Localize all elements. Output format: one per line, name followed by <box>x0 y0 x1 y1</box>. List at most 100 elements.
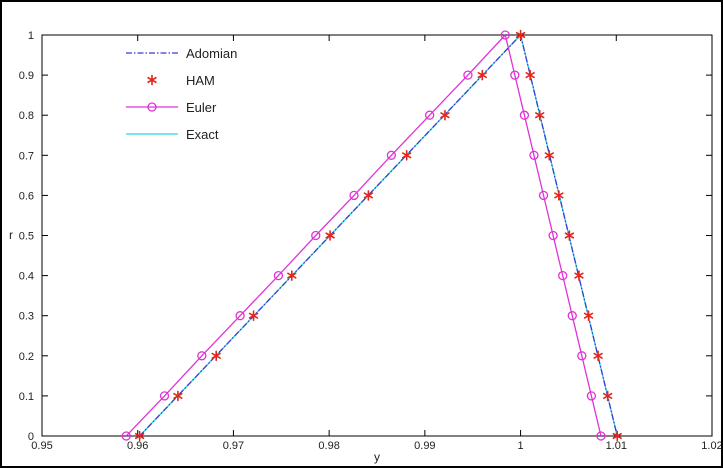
series-euler-point <box>586 391 597 401</box>
legend-ham-label: HAM <box>186 73 215 88</box>
series-ham-point-stroke <box>440 112 450 119</box>
series-euler-point <box>311 230 321 241</box>
series-ham-point <box>477 69 487 81</box>
series-euler-point <box>273 270 284 281</box>
legend-ham-entry: HAM <box>147 73 215 88</box>
series-ham-point <box>602 390 613 402</box>
y-tick-label: 0 <box>28 431 34 443</box>
series-euler-point <box>510 70 520 80</box>
series-euler-point <box>596 431 606 441</box>
series-euler-point <box>349 190 359 201</box>
series-ham-point <box>401 150 412 161</box>
series-ham-point-stroke <box>593 352 603 359</box>
y-tick-label: 0.7 <box>19 150 34 162</box>
series-ham-point <box>515 29 526 41</box>
series-ham-point-stroke <box>602 392 613 399</box>
series-euler-point <box>235 311 245 321</box>
series-ham <box>134 29 622 442</box>
series-ham-point <box>574 270 584 281</box>
series-ham-point-stroke <box>477 72 487 79</box>
series-euler-point <box>386 150 397 160</box>
series-euler-point <box>463 70 473 80</box>
x-tick-label: 1 <box>518 440 524 452</box>
series-ham-point <box>525 69 535 81</box>
x-tick-label: 0.96 <box>127 440 148 452</box>
series-ham-point-stroke <box>535 112 545 119</box>
series-ham-point-stroke <box>564 232 575 239</box>
series-ham-point-stroke <box>211 352 221 359</box>
legend-ham-swatch-point <box>147 74 157 86</box>
legend: Adomian HAM Euler Exact <box>126 46 237 142</box>
series-euler-point <box>424 110 435 120</box>
series-euler-point <box>121 431 131 441</box>
series-euler-point <box>558 270 568 281</box>
series-ham-point <box>211 350 221 362</box>
series-euler-point <box>197 351 207 361</box>
y-tick-label: 0.2 <box>19 351 34 363</box>
series-ham-point <box>583 310 594 322</box>
series-ham-point <box>134 430 145 442</box>
x-tick-label: 0.98 <box>318 440 339 452</box>
series-ham-point <box>287 270 297 281</box>
series-ham-point-stroke <box>554 192 564 199</box>
x-tick-label: 0.95 <box>31 440 52 452</box>
x-tick-label: 0.99 <box>414 440 435 452</box>
y-tick-label: 0.5 <box>19 231 34 243</box>
y-tick-label: 0.1 <box>19 391 34 403</box>
legend-euler-entry: Euler <box>126 100 217 115</box>
series-euler-line <box>125 33 602 437</box>
series-ham-point-stroke <box>363 192 374 199</box>
y-tick-label: 0.4 <box>19 271 34 283</box>
series-ham-point <box>564 230 575 241</box>
plot-area <box>41 34 713 437</box>
series-euler-point <box>577 351 587 361</box>
y-tick-label: 0.3 <box>19 311 34 323</box>
series-ham-point-stroke <box>515 31 526 39</box>
series-ham-point-stroke <box>401 152 412 159</box>
y-axis-label: r <box>9 228 13 242</box>
series-euler-point <box>159 391 170 401</box>
y-tick-label: 1 <box>28 30 34 42</box>
legend-euler-label: Euler <box>186 100 217 115</box>
series-ham-point-stroke <box>574 272 584 279</box>
series-ham-point <box>325 230 335 241</box>
legend-exact-entry: Exact <box>126 127 219 142</box>
series-ham-point <box>535 109 545 121</box>
series-ham-point-stroke <box>287 272 297 279</box>
series-ham-point <box>554 190 564 201</box>
x-tick-label: 1.02 <box>701 440 721 452</box>
x-tick-label: 0.97 <box>223 440 244 452</box>
series-ham-point <box>173 390 183 402</box>
series-ham-point-stroke <box>134 432 145 440</box>
series-euler-point <box>500 30 510 40</box>
series-ham-point <box>544 150 554 161</box>
y-tick-label: 0.6 <box>19 190 34 202</box>
legend-adomian-label: Adomian <box>186 46 237 61</box>
series-ham-point-stroke <box>173 392 183 399</box>
series-euler-point <box>567 311 577 321</box>
series-euler-point <box>538 190 549 201</box>
series-ham-point <box>363 190 374 201</box>
x-axis-label: y <box>374 450 380 464</box>
series-euler <box>121 30 606 441</box>
series-ham-point <box>248 310 259 322</box>
y-tick-label: 0.8 <box>19 110 34 122</box>
x-tick-label: 1.01 <box>606 440 627 452</box>
legend-ham-swatch-point-stroke <box>147 76 157 84</box>
series-ham-point <box>612 430 622 442</box>
series-euler-point <box>548 230 558 241</box>
series-ham-point-stroke <box>612 432 622 440</box>
legend-exact-label: Exact <box>186 127 219 142</box>
series-ham-point <box>440 109 450 121</box>
series-euler-point <box>519 110 530 120</box>
series-euler-point <box>529 150 539 160</box>
series-ham-point-stroke <box>525 72 535 79</box>
legend-euler-swatch-point <box>147 102 157 112</box>
y-tick-label: 0.9 <box>19 70 34 82</box>
ticks-layer: 0.95 0.96 0.97 0.98 0.99 1 1.01 1.02 0 0.1 0.2 0.3 0… <box>19 30 721 452</box>
series-ham-point-stroke <box>544 152 554 159</box>
legend-adomian-entry: Adomian <box>126 46 237 61</box>
series-layer <box>121 29 622 442</box>
